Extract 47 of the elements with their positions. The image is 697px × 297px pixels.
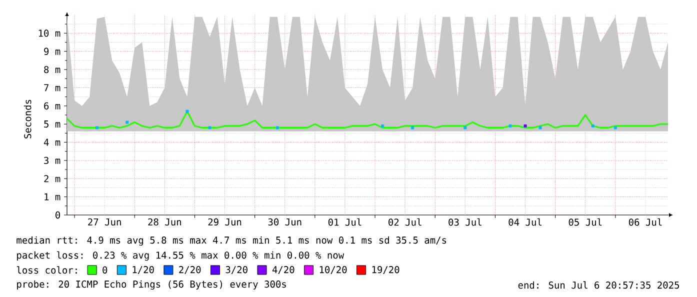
legend-label: 19/20 [372, 266, 400, 274]
point [208, 126, 212, 130]
y-tick-label: 5 m [44, 120, 60, 128]
point [126, 120, 129, 124]
y-tick-label: 6 m [44, 102, 60, 110]
legend-label: 1/20 [132, 266, 154, 274]
point [464, 126, 467, 130]
legend-label: 2/20 [179, 266, 201, 274]
x-tick-label: 06 Jul [628, 218, 662, 226]
y-tick-label: 8 m [44, 66, 60, 74]
legend-label: 10/20 [320, 266, 347, 274]
point [186, 110, 189, 113]
x-tick-label: 02 Jul [388, 218, 422, 226]
y-tick-label: 10 m [38, 30, 60, 37]
text: packet loss: 0.23 % avg 14.55 % max 0.00 % min 0.00 % now [17, 251, 344, 261]
y-tick-label: 0 [56, 211, 60, 219]
x-tick-label: 03 Jul [448, 218, 482, 226]
y-tick-label: 9 m [44, 48, 60, 55]
point [524, 124, 527, 128]
point [96, 126, 99, 130]
y-tick-label: 3 m [44, 156, 60, 164]
text: median rtt: 4.9 ms avg 5.8 ms max 4.7 ms min 5.1 ms now 0.1 ms sd 35.5 am/s [16, 236, 446, 246]
point [591, 124, 594, 128]
x-tick-label: 30 Jun [268, 218, 302, 226]
x-tick-label: 05 Jul [568, 218, 602, 226]
point [381, 124, 384, 128]
legend-label: 4/20 [272, 266, 294, 274]
x-tick-label: 04 Jul [508, 218, 542, 226]
point [508, 124, 512, 128]
point [538, 126, 542, 130]
x-tick-label: 29 Jun [208, 218, 242, 226]
point [614, 126, 617, 130]
x-tick-label: 27 Jun [88, 218, 121, 226]
legend-label: 3/20 [226, 266, 248, 274]
y-tick-label: 2 m [44, 175, 60, 182]
text: end: Sun Jul 6 20:57:35 2025 [518, 281, 680, 289]
x-tick-label: 28 Jun [148, 218, 181, 226]
text: probe: 20 ICMP Echo Pings (56 Bytes) every 300s [17, 280, 286, 290]
y-tick-label: 4 m [44, 138, 60, 146]
legend-label: 0 [102, 266, 108, 274]
y-tick-label: 1 m [44, 193, 60, 200]
point [276, 126, 279, 130]
x-tick-label: 01 Jul [328, 218, 362, 226]
y-axis-title: Seconds [24, 100, 32, 138]
legend-title: loss color: [16, 266, 77, 274]
point [411, 126, 414, 130]
y-tick-label: 7 m [44, 84, 60, 92]
